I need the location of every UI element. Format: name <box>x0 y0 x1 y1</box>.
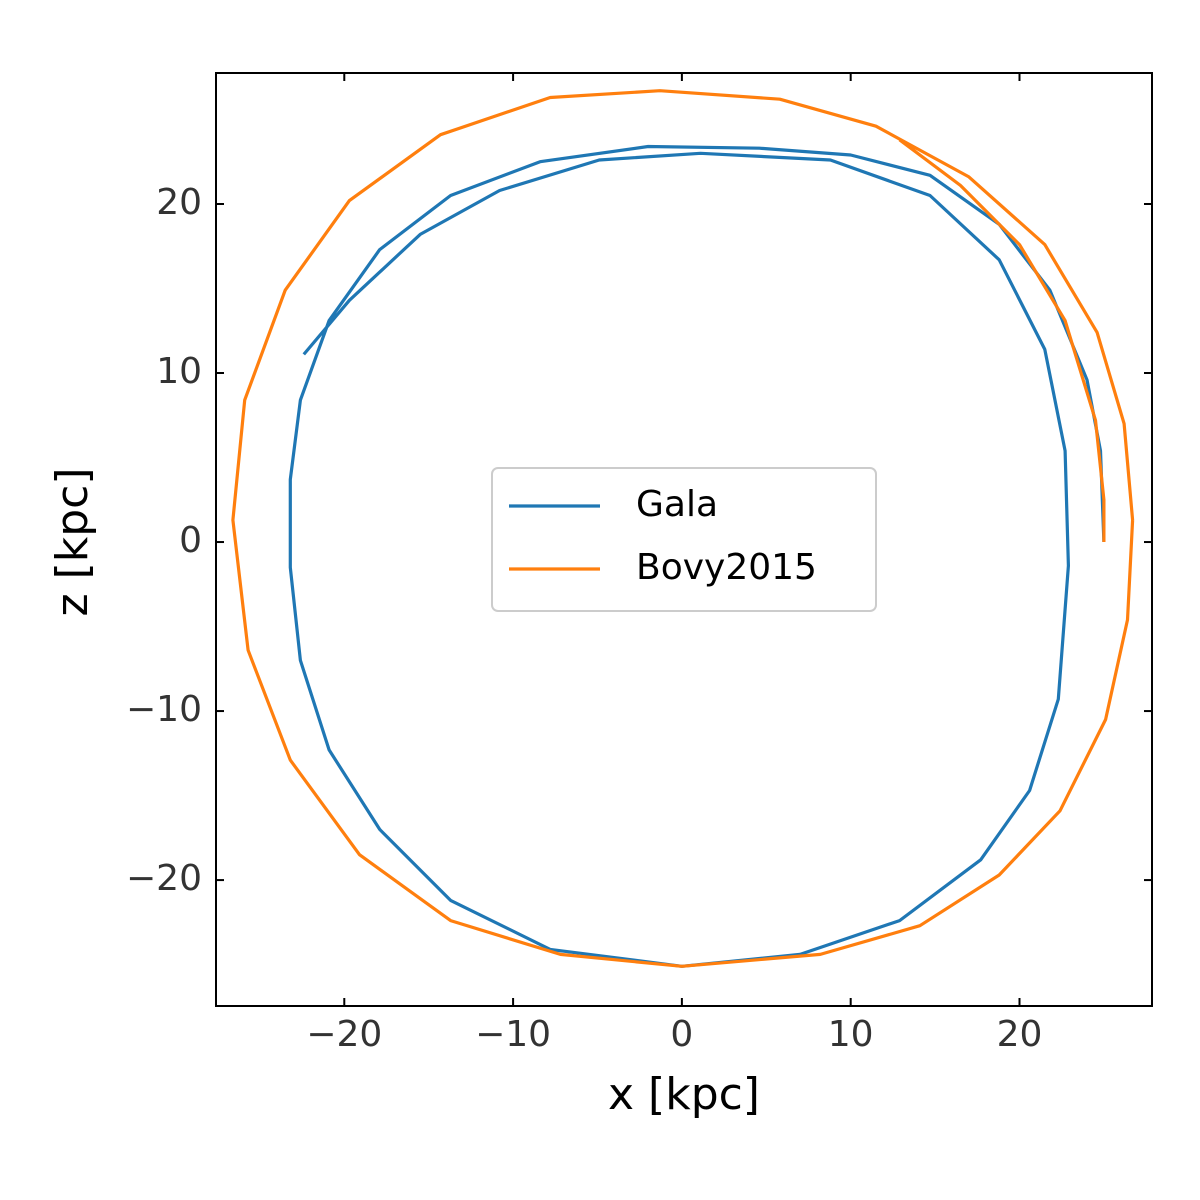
y-tick-label: −10 <box>126 689 202 730</box>
legend-box <box>491 467 877 612</box>
x-tick-label: 20 <box>997 1014 1043 1055</box>
x-tick-label: 10 <box>828 1014 874 1055</box>
orbit-line <box>288 144 1106 968</box>
x-tick-label: −10 <box>475 1014 551 1055</box>
x-axis-label: x [kpc] <box>608 1069 760 1120</box>
legend-label: Gala <box>636 484 718 525</box>
y-tick-label: 20 <box>156 182 202 223</box>
y-tick-label: 0 <box>179 520 202 561</box>
legend-label: Bovy2015 <box>636 547 817 588</box>
orbit-line <box>231 89 1135 968</box>
plot-frame <box>215 72 1153 1007</box>
y-tick-label: 10 <box>156 351 202 392</box>
y-tick-label: −20 <box>126 858 202 899</box>
x-tick-label: 0 <box>670 1014 693 1055</box>
y-axis-label: z [kpc] <box>47 467 98 616</box>
x-tick-label: −20 <box>306 1014 382 1055</box>
